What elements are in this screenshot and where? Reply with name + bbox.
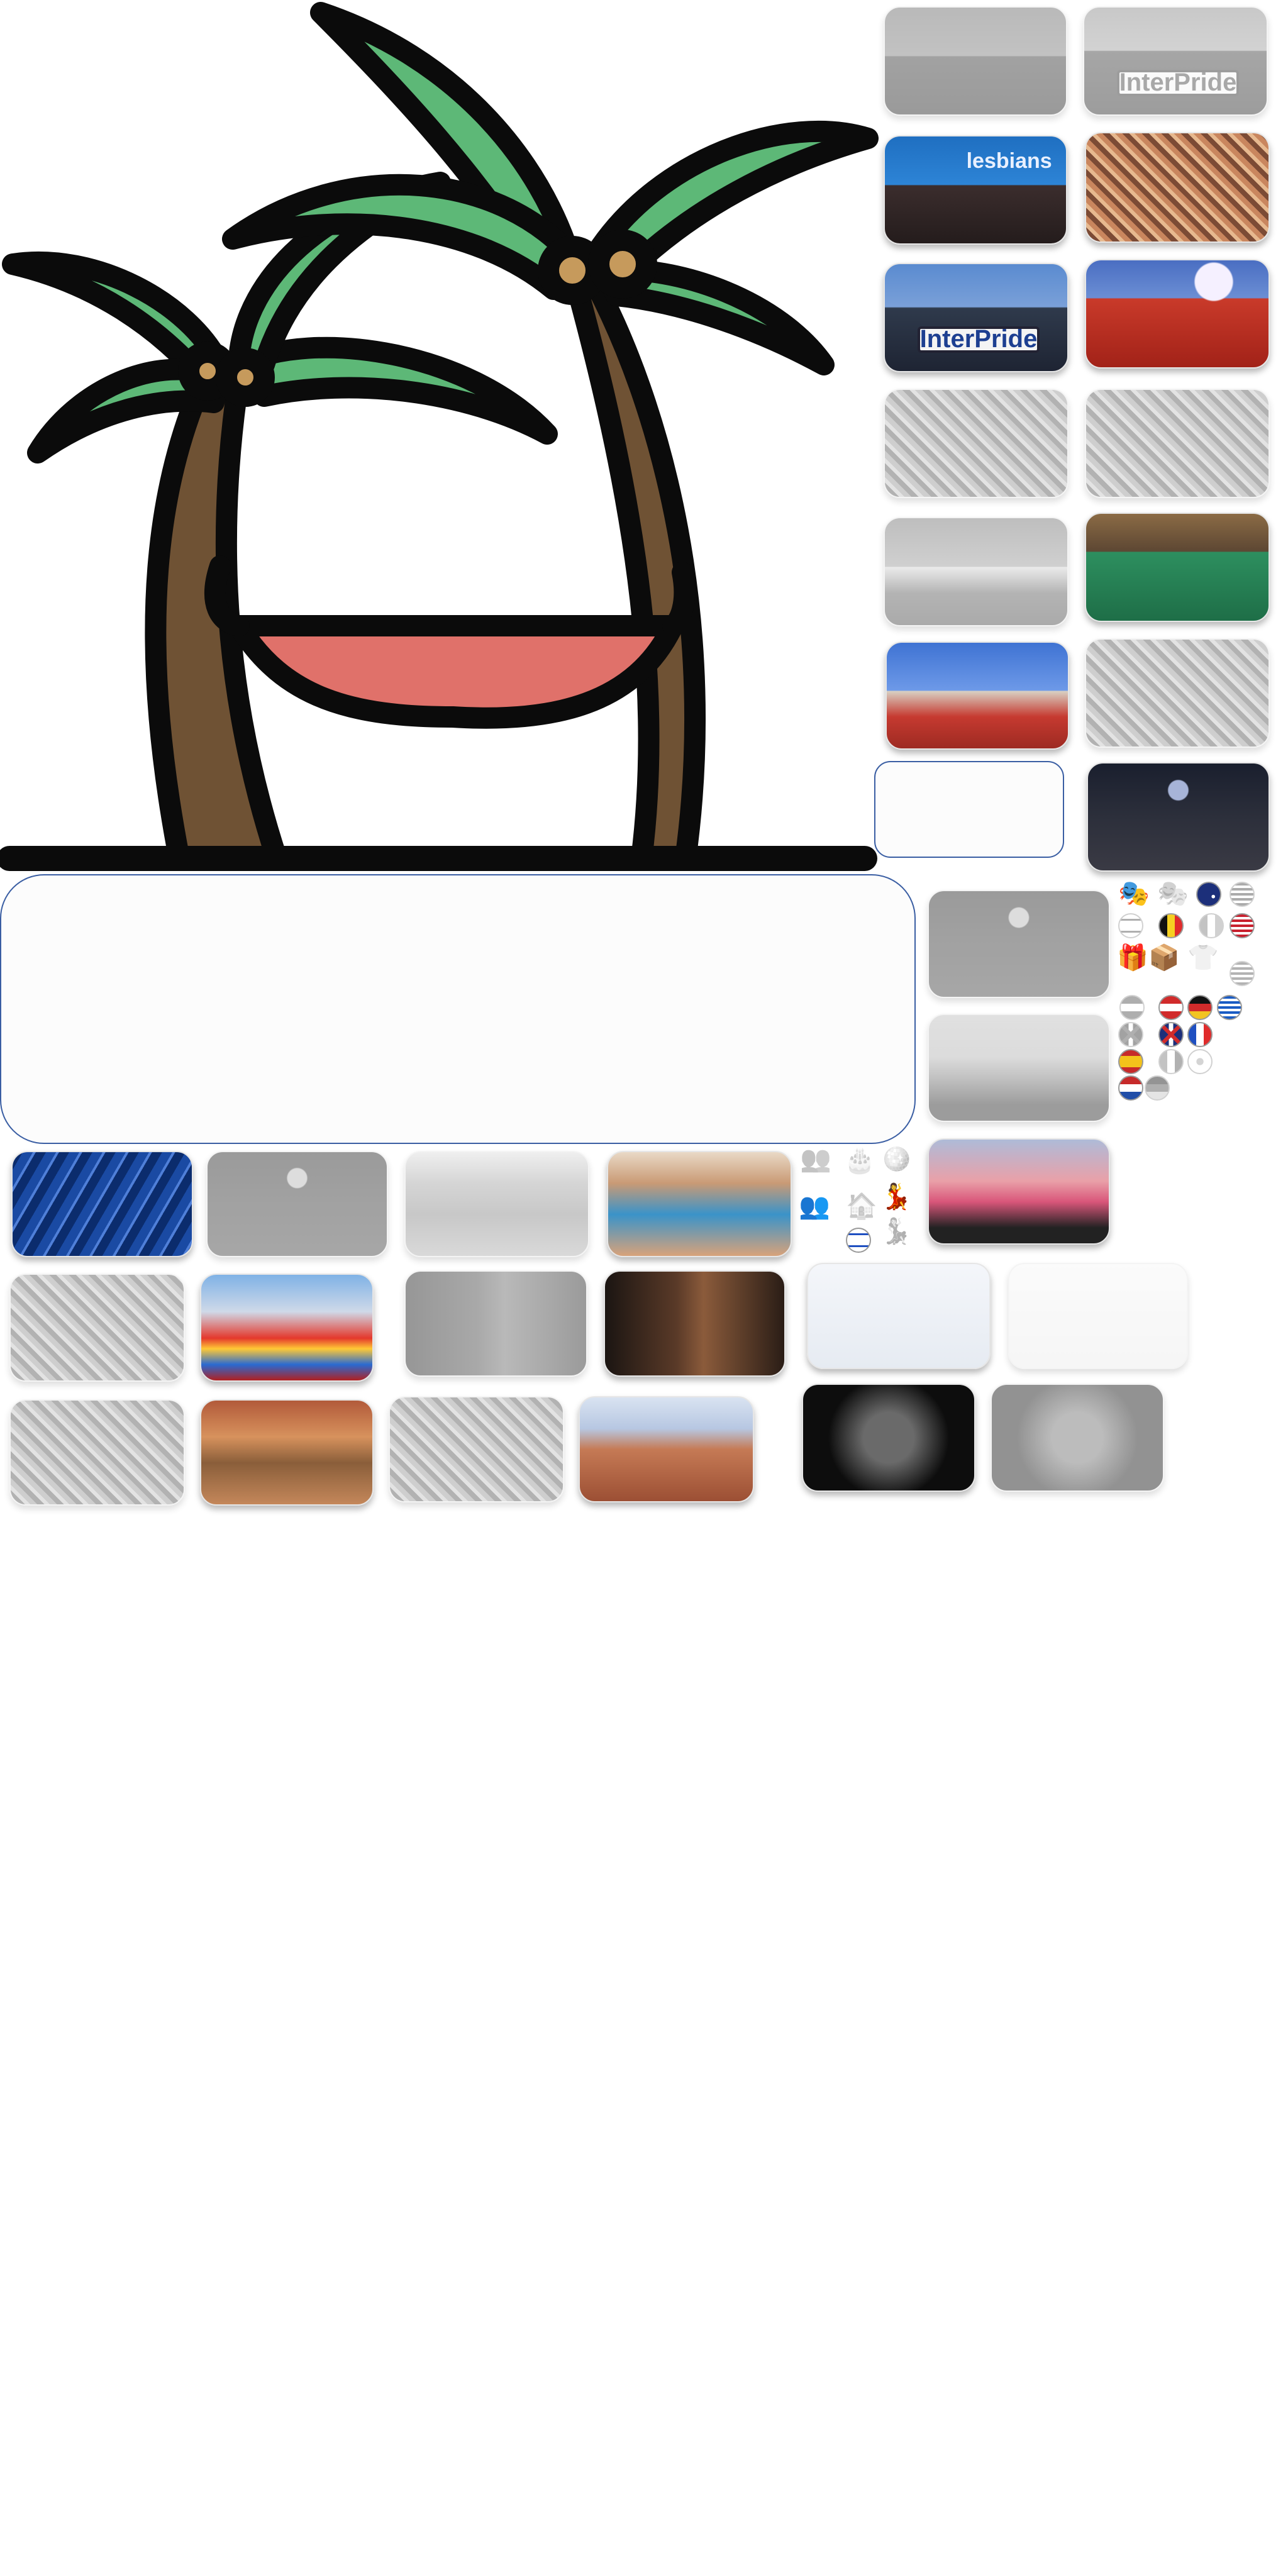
austria-flag-icon [1158,995,1184,1020]
photo-tile-crowd-gray-3 [1085,638,1270,748]
photo-tile-shirtless [604,1270,786,1377]
netherlands-flag-icon-gray [1119,995,1145,1020]
photo-tile-delegation-stage-caption: lesbians [966,149,1052,174]
cake-icon-gray: 🎂 [844,1146,875,1175]
dancers-icon: 💃 [880,1182,912,1211]
hammock-rope-right [662,562,696,636]
israel-flag-icon-gray [1118,913,1143,938]
germany-flag-icon [1187,995,1213,1020]
palm-hammock-illustration [0,2,879,871]
photo-tile-crowd-gray-1 [884,389,1069,498]
photo-tile-interpride-banner-caption: InterPride [918,325,1040,353]
hammock-rope-left [204,555,250,636]
photo-tile-blue-stage [11,1151,193,1257]
photo-tile-parade-gray [9,1274,185,1382]
photo-tile-ski-gray [1008,1263,1188,1369]
photo-tile-red-crowd-fireworks [1085,259,1270,369]
photo-tile-concert-gray [928,890,1110,998]
coconut-left-2 [216,348,275,407]
photo-tile-green-venue [1085,513,1270,622]
uk-flag-icon-gray [1118,1022,1143,1047]
netherlands-flag-icon [1118,1075,1143,1101]
couple-icon-gray: 👥 [800,1145,831,1174]
shirt-icon-gray: 👕 [1187,943,1219,972]
house-icon-gray: 🏠 [846,1192,877,1221]
photo-tile-outdoor-party [200,1399,374,1506]
photo-tile-outdoor-gray [9,1399,185,1506]
usa-flag-icon-gray [1230,882,1255,907]
theatre-masks-icon-gray: 🎭 [1157,879,1189,908]
photo-tile-dj-crowd [928,1138,1110,1245]
photo-tile-festival-gray [389,1396,564,1502]
ireland-flag-icon-gray [1199,913,1224,938]
empty-frame-large [0,874,916,1144]
photo-tile-interpride-banner-gray-caption: InterPride [1117,69,1239,96]
photo-tile-pride-parade [200,1274,374,1382]
photo-tile-castle-gray [884,517,1069,626]
photo-tile-delegation-gray [884,6,1067,116]
photo-tile-ski-rainbow [807,1263,991,1369]
photo-tile-rainbow-crowd [1085,132,1270,243]
photo-tile-interpride-banner-gray: InterPride [1083,6,1268,116]
gift-icon: 🎁 [1117,943,1148,972]
right-palm-leaf-4 [593,259,835,375]
france-flag-icon [1187,1022,1213,1047]
photo-tile-theatre-duo [802,1384,975,1492]
couple-icon: 👥 [799,1192,830,1221]
photo-tile-shirtless-gray [404,1270,587,1377]
photo-tile-theatre-gray [991,1384,1164,1492]
usa-flag-icon [1230,913,1255,938]
empty-frame-small [874,761,1064,858]
greece-flag-icon-gray [1230,961,1255,986]
photo-tile-crowd-gray-2 [1085,389,1270,498]
cyprus-flag-icon-gray [1187,1049,1213,1074]
photo-tile-pool-party [607,1151,792,1257]
photo-tile-concert-hall [1087,762,1270,872]
theatre-masks-icon: 🎭 [1118,879,1150,908]
photo-tile-stage-gray [206,1151,388,1257]
photo-tile-dj-gray [928,1014,1110,1122]
parcel-icon: 📦 [1148,943,1180,972]
belgium-flag-icon [1158,913,1184,938]
italy-flag-icon-gray [1158,1049,1184,1074]
dancers-icon-gray: 💃 [880,1217,912,1246]
israel-flag-icon [846,1228,871,1253]
photo-tile-castle-red-crowd [886,641,1069,750]
germany-flag-icon-gray [1145,1075,1170,1101]
hammock [228,615,684,729]
spain-flag-icon [1118,1049,1143,1074]
coconut-right-2 [588,230,657,299]
australia-flag-icon [1196,882,1221,907]
right-palm-leaf-2 [222,174,589,300]
photo-tile-festival-crowd [579,1396,754,1502]
photo-tile-pool-party-gray [404,1151,589,1257]
left-palm-leaf-2 [27,358,231,464]
disco-ball-icon-gray: 🪩 [880,1145,912,1174]
greece-flag-icon [1217,995,1242,1020]
uk-flag-icon [1158,1022,1184,1047]
photo-tile-interpride-banner: InterPride [884,263,1069,372]
left-palm-leaf-3 [228,336,558,445]
right-trunk [562,253,706,869]
photo-tile-delegation-stage: lesbians [884,135,1067,245]
